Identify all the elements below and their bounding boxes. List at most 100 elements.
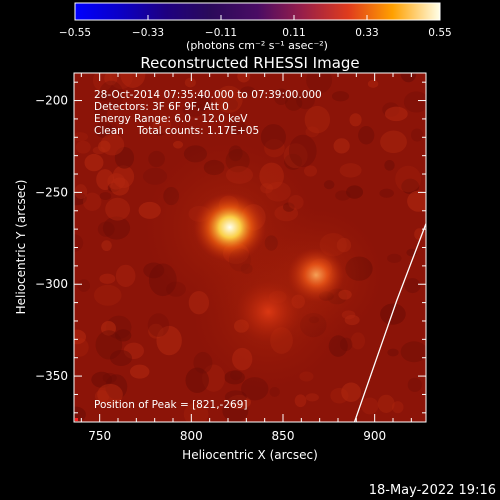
mottle-blob — [305, 126, 320, 138]
mottle-blob — [75, 140, 91, 154]
colorbar-ticks — [74, 15, 441, 20]
mottle-blob — [84, 153, 104, 172]
mottle-blob — [303, 165, 318, 177]
colorbar-tick-label: −0.33 — [132, 27, 164, 39]
mottle-blob — [350, 332, 366, 350]
mottle-blob — [129, 364, 150, 379]
mottle-blob — [100, 133, 125, 156]
y-tick-label: −250 — [35, 185, 68, 199]
mottle-blob — [114, 146, 135, 169]
mottle-blob — [99, 273, 116, 284]
mottle-blob — [305, 393, 319, 402]
mottle-blob — [269, 386, 280, 397]
colorbar-tick-label: 0.33 — [355, 27, 378, 39]
mottle-blob — [335, 190, 351, 201]
emission-sources — [142, 140, 384, 390]
mottle-blob — [96, 92, 110, 101]
mottle-blob — [77, 279, 91, 292]
x-tick-label: 850 — [272, 429, 295, 443]
mottle-blob — [294, 394, 307, 408]
colorbar-tick-label: 0.11 — [282, 27, 305, 39]
y-tick-label: −200 — [35, 94, 68, 108]
mottle-blob — [115, 329, 132, 342]
mottle-blob — [74, 184, 88, 200]
mottle-blob — [147, 313, 170, 337]
mottle-blob — [273, 88, 289, 106]
mottle-blob — [227, 99, 238, 110]
mottle-blob — [98, 140, 111, 153]
colorbar-tick-label: −0.11 — [205, 27, 237, 39]
mottle-blob — [395, 165, 422, 193]
image-annotations: 28-Oct-2014 07:35:40.000 to 07:39:00.000… — [94, 89, 322, 411]
chart-title: Reconstructed RHESSI Image — [140, 54, 359, 72]
mottle-blob — [361, 397, 379, 415]
mottle-blob — [152, 116, 172, 134]
mottle-blob — [260, 124, 286, 150]
mottle-blob — [330, 387, 349, 404]
mottle-blob — [97, 221, 115, 237]
mottle-blob — [403, 91, 426, 113]
axis-ticks — [74, 73, 426, 422]
mottle-blob — [400, 341, 426, 363]
mottle-blob — [104, 73, 118, 86]
mottle-blob — [349, 113, 362, 127]
mottle-blob — [74, 191, 87, 206]
peak-position-label: Position of Peak = [821,-269] — [94, 399, 248, 411]
mottle-blob — [237, 73, 251, 83]
mottle-blob — [92, 73, 113, 92]
mottle-blob — [379, 188, 394, 198]
x-axis-label: Heliocentric X (arcsec) — [182, 448, 318, 462]
mottle-blob — [224, 390, 247, 404]
colorbar-tick-label: 0.55 — [428, 27, 451, 39]
emission-source — [236, 281, 301, 343]
mottle-blob — [101, 320, 116, 336]
mottle-blob — [227, 120, 247, 135]
mottle-blob — [410, 128, 424, 142]
mottle-blob — [346, 185, 364, 199]
mottle-blob — [94, 122, 114, 138]
colorbar-tick-label: −0.55 — [59, 27, 91, 39]
mottle-blob — [331, 91, 350, 102]
y-tick-labels: −200 −250 −300 −350 — [35, 94, 68, 384]
mottle-blob — [377, 394, 395, 413]
mottle-blob — [283, 143, 308, 169]
mottle-blob — [380, 303, 406, 325]
mottle-blob — [93, 284, 122, 306]
mottle-blob — [102, 372, 117, 383]
mottle-blob — [341, 382, 362, 402]
x-tick-label: 900 — [363, 429, 386, 443]
mottle-blob — [92, 146, 106, 155]
mottle-blob — [99, 192, 112, 201]
mottle-blob — [185, 367, 209, 393]
mottle-blob — [380, 130, 407, 154]
mottle-blob — [101, 240, 112, 252]
mottle-blob — [193, 94, 212, 111]
mottle-blob — [74, 329, 87, 345]
mottle-blob — [183, 402, 209, 422]
mottle-blob — [358, 126, 375, 145]
mottle-blob — [120, 73, 146, 88]
mottle-blob — [110, 350, 133, 366]
x-tick-labels: 750 800 850 900 — [88, 429, 386, 443]
mottle-blob — [387, 253, 402, 264]
corner-marker — [75, 418, 78, 421]
mottle-blob — [304, 105, 331, 134]
mottle-blob — [123, 342, 145, 359]
mottle-blob — [387, 348, 399, 357]
colorbar: −0.55 −0.33 −0.11 0.11 0.33 0.55 (photons cm⁻… — [59, 2, 452, 52]
mottle-blob — [112, 165, 135, 189]
mottle-blob — [102, 216, 131, 240]
mottle-blob — [400, 73, 417, 83]
mottle-blob — [407, 377, 422, 392]
annotation-time-range: 28-Oct-2014 07:35:40.000 to 07:39:00.000 — [94, 89, 322, 101]
colorbar-strip — [74, 2, 441, 21]
x-tick-label: 750 — [88, 429, 111, 443]
image-plot-area: 750 800 850 900 −200 −250 −300 −350 — [35, 72, 427, 443]
mottle-blob — [414, 228, 425, 241]
mottle-blob — [407, 190, 426, 212]
mottle-blob — [97, 383, 123, 406]
mottle-blob — [288, 134, 317, 168]
mottle-blob — [306, 73, 333, 94]
mottle-blob — [74, 132, 89, 142]
